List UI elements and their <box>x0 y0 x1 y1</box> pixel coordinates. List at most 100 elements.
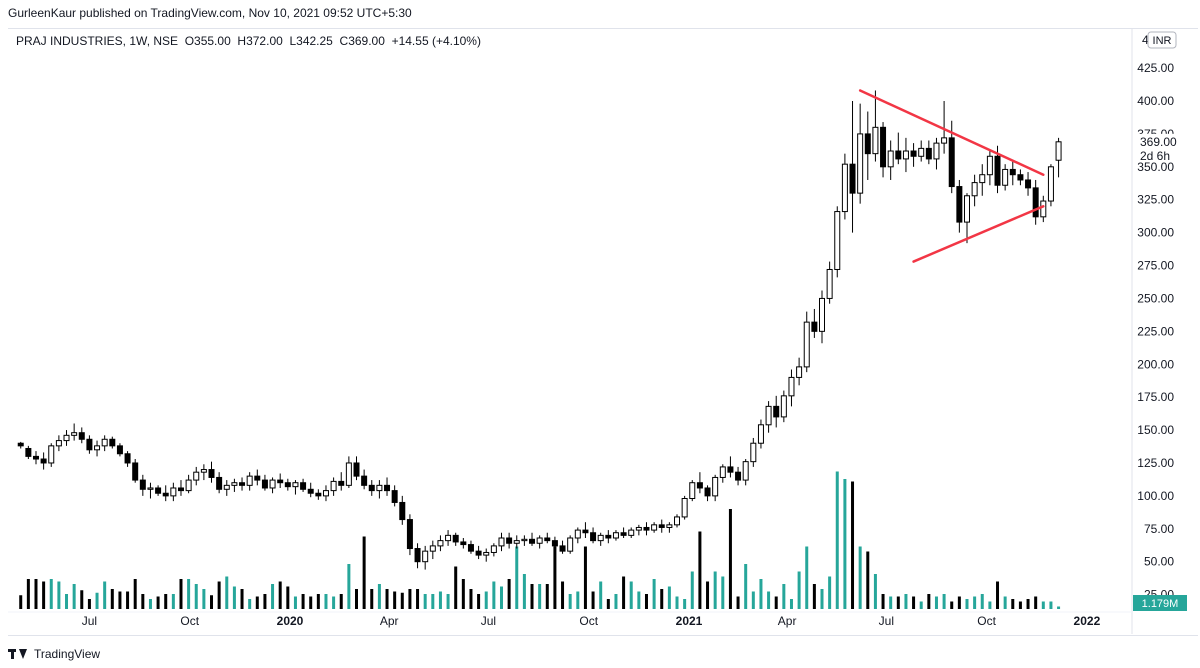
volume-bar <box>522 574 526 609</box>
volume-bar <box>614 594 618 609</box>
candle-body <box>658 524 665 528</box>
volume-bar <box>706 581 710 609</box>
volume-bar <box>477 594 481 609</box>
price-chart[interactable]: 425.00400.00375.00350.00325.00300.00275.… <box>0 0 1200 640</box>
volume-bar <box>339 594 343 609</box>
volume-bar <box>637 591 641 609</box>
x-tick-label: Oct <box>579 614 598 628</box>
volume-bar <box>797 571 801 609</box>
currency-button[interactable]: INR <box>1147 31 1177 49</box>
volume-bar <box>316 594 320 609</box>
volume-bar <box>736 596 740 609</box>
candle-body <box>483 551 490 556</box>
candle <box>971 174 978 207</box>
candle-body <box>574 529 581 539</box>
candle <box>612 530 619 541</box>
candle <box>788 369 795 407</box>
volume-bar <box>667 586 671 609</box>
candle-body <box>284 482 291 488</box>
candle <box>223 480 230 496</box>
candle <box>300 478 307 492</box>
candle-body <box>338 480 345 486</box>
candle-body <box>55 440 62 447</box>
candle <box>116 443 123 457</box>
candle-body <box>86 438 93 451</box>
candle-body <box>71 432 78 436</box>
volume-bar <box>194 584 198 609</box>
volume-bar <box>828 576 832 609</box>
candle-body <box>40 458 47 464</box>
candle <box>727 456 734 478</box>
candle-body <box>834 211 841 270</box>
candle-body <box>208 469 215 478</box>
candle-body <box>986 155 993 176</box>
candle-body <box>765 405 772 426</box>
candle-body <box>551 540 558 547</box>
candle-body <box>727 466 734 473</box>
volume-bar <box>1041 601 1045 609</box>
volume-bar <box>438 591 442 609</box>
candle-body <box>361 475 368 486</box>
volume-bar <box>202 589 206 609</box>
candle-body <box>17 442 24 447</box>
candle <box>429 540 436 560</box>
candle-body <box>521 538 528 542</box>
candle-body <box>414 548 421 563</box>
candle <box>139 474 146 496</box>
candle-body <box>345 462 352 486</box>
candle-body <box>399 501 406 521</box>
candle-body <box>368 484 375 492</box>
candle-body <box>1002 168 1009 186</box>
candle <box>1047 164 1054 207</box>
candle <box>796 357 803 386</box>
candle-body <box>490 545 497 553</box>
x-tick-label: 2020 <box>277 614 304 628</box>
candle <box>529 532 536 546</box>
volume-bar <box>744 564 748 609</box>
y-tick-label: 175.00 <box>1137 390 1174 404</box>
volume-bar <box>286 586 290 609</box>
volume-bar <box>1011 599 1015 609</box>
candle <box>94 440 101 457</box>
candle-body <box>170 487 177 497</box>
candle <box>391 485 398 507</box>
candle-body <box>880 126 887 168</box>
candle-body <box>254 475 261 481</box>
y-axis-ticks: 425.00400.00375.00350.00325.00300.00275.… <box>1137 33 1174 602</box>
volume-bar <box>416 589 420 609</box>
candle <box>643 522 650 536</box>
candle-body <box>200 469 207 473</box>
currency-label: INR <box>1153 35 1172 47</box>
volume-bar <box>721 576 725 609</box>
candle-body <box>292 482 299 488</box>
candle-body <box>689 482 696 500</box>
volume-bar <box>240 589 244 609</box>
volume-bar <box>499 586 503 609</box>
candle <box>1040 195 1047 223</box>
candle <box>925 140 932 165</box>
candle <box>742 459 749 486</box>
candle-body <box>1055 141 1062 161</box>
candle-body <box>887 150 894 168</box>
candle-body <box>902 150 909 160</box>
candle <box>780 390 787 423</box>
candle-body <box>849 163 856 194</box>
candle-body <box>712 476 719 497</box>
candle-body <box>353 462 360 477</box>
candle-body <box>422 550 429 563</box>
volume-bar <box>1049 601 1053 609</box>
volume-bar <box>385 589 389 609</box>
candle-body <box>330 480 337 492</box>
candle-body <box>78 432 85 440</box>
candle <box>941 101 948 154</box>
volume-bar <box>904 594 908 609</box>
candlesticks <box>17 90 1062 570</box>
volume-bar <box>309 596 313 609</box>
candle-body <box>674 516 681 526</box>
volume-bars <box>19 471 1061 609</box>
candle-body <box>269 479 276 489</box>
y-tick-label: 75.00 <box>1144 522 1174 536</box>
candle-body <box>635 526 642 531</box>
candle <box>620 527 627 538</box>
volume-bar <box>95 592 99 609</box>
